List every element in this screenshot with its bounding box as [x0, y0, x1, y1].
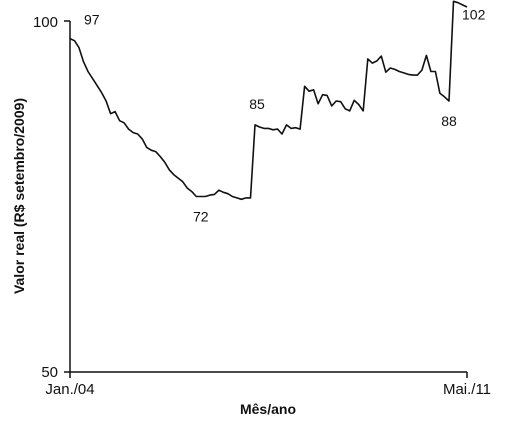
y-tick-label-100: 100 [33, 14, 58, 31]
data-label-102: 102 [462, 6, 486, 22]
data-label-85: 85 [249, 96, 265, 112]
data-label-97: 97 [84, 12, 100, 28]
series-line [69, 0, 468, 201]
y-tick-label-50: 50 [41, 364, 58, 381]
x-tick-label-jan-04: Jan./04 [45, 381, 94, 398]
x-axis-title: Mês/ano [240, 401, 296, 417]
axes [64, 20, 468, 378]
y-axis-title: Valor real (R$ setembro/2009) [11, 98, 27, 294]
data-label-72: 72 [193, 209, 209, 225]
annotations: 97 72 85 88 102 [84, 6, 486, 224]
data-label-88: 88 [441, 113, 457, 129]
x-tick-label-mai-11: Mai./11 [443, 381, 491, 398]
